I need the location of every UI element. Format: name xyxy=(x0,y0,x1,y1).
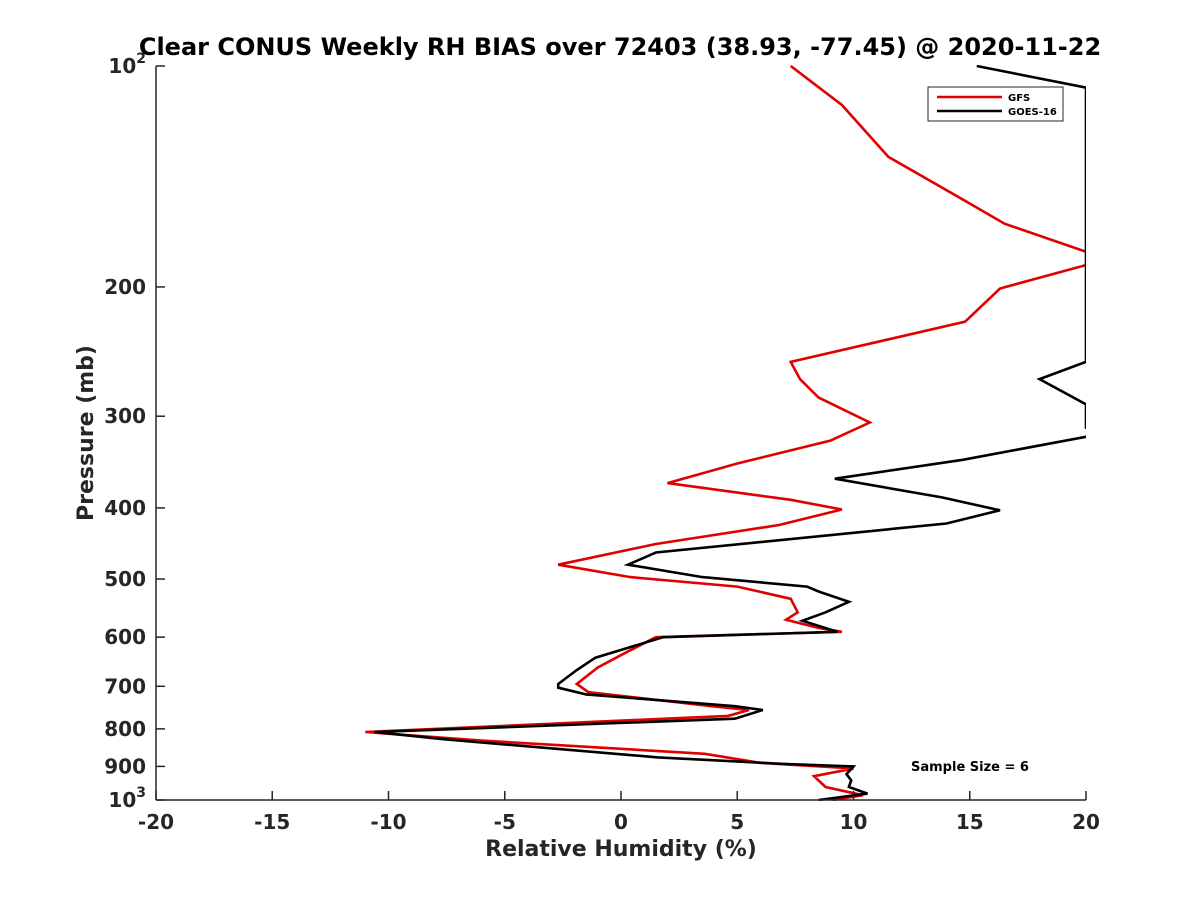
y-tick-exponent: 3 xyxy=(136,785,146,801)
y-tick-label: 600 xyxy=(104,625,146,649)
x-tick-label: -20 xyxy=(138,810,174,834)
x-tick-label: 5 xyxy=(730,810,744,834)
x-tick-label: 0 xyxy=(614,810,628,834)
y-tick-label: 102 xyxy=(108,51,146,78)
y-tick-label: 400 xyxy=(104,496,146,520)
x-axis-ticks: -20 -15 -10 -5 0 5 10 15 20 xyxy=(138,791,1100,834)
series-line-goes-16 xyxy=(374,65,1086,801)
legend-label: GOES-16 xyxy=(1008,107,1057,118)
series-line-gfs xyxy=(365,65,1086,801)
y-tick-label: 800 xyxy=(104,717,146,741)
series-layer xyxy=(365,65,1086,801)
legend-items: GFS GOES-16 xyxy=(937,93,1057,118)
y-tick-label: 700 xyxy=(104,674,146,698)
y-axis-title: Pressure (mb) xyxy=(74,345,99,521)
x-tick-label: 15 xyxy=(956,810,984,834)
x-tick-label: 20 xyxy=(1072,810,1100,834)
legend-box xyxy=(927,86,1064,122)
y-tick-base: 10 xyxy=(108,788,136,812)
y-tick-exponent: 2 xyxy=(136,51,146,67)
x-tick-label: -15 xyxy=(254,810,290,834)
y-tick-label: 900 xyxy=(104,754,146,778)
x-tick-label: -5 xyxy=(494,810,516,834)
y-tick-label: 300 xyxy=(104,404,146,428)
y-tick-base: 10 xyxy=(108,54,136,78)
legend: GFS GOES-16 xyxy=(927,86,1064,122)
y-tick-label: 103 xyxy=(108,785,146,812)
x-tick-label: 10 xyxy=(840,810,868,834)
legend-label: GFS xyxy=(1008,93,1030,104)
y-tick-label: 500 xyxy=(104,567,146,591)
x-tick-label: -10 xyxy=(370,810,406,834)
chart-title: Clear CONUS Weekly RH BIAS over 72403 (3… xyxy=(139,33,1101,61)
plot-area xyxy=(155,65,1086,801)
y-tick-label: 200 xyxy=(104,275,146,299)
x-axis-title: Relative Humidity (%) xyxy=(485,837,757,862)
sample-size-annotation: Sample Size = 6 xyxy=(911,760,1029,775)
